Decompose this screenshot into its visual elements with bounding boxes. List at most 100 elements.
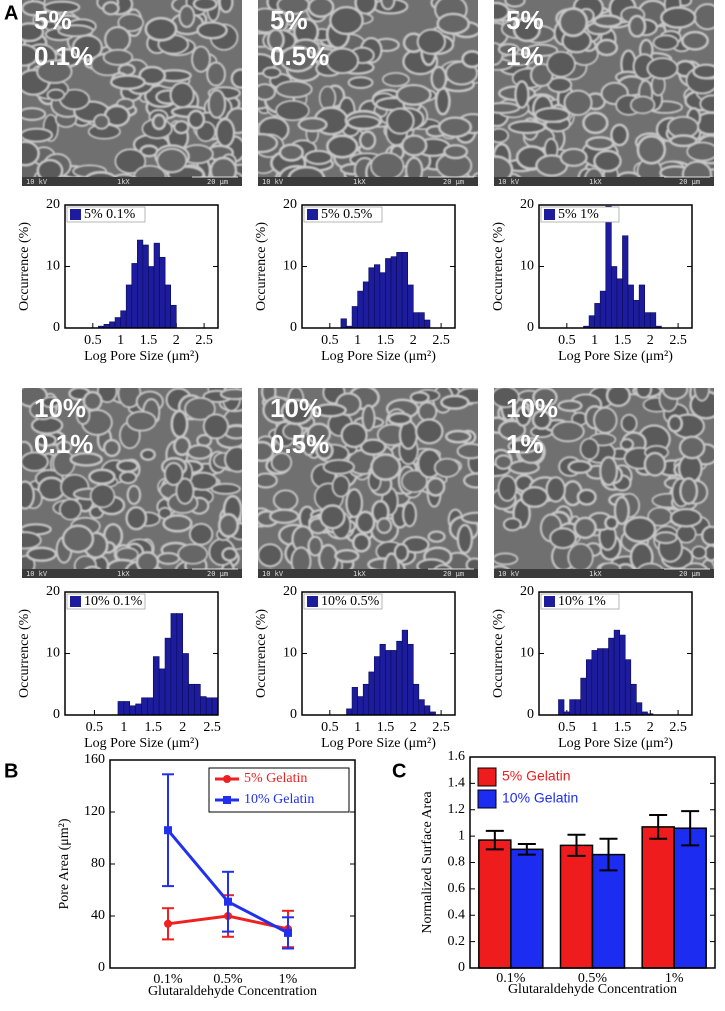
histogram-bar bbox=[200, 696, 207, 716]
sem-cell bbox=[275, 80, 313, 99]
sem-cell bbox=[393, 543, 410, 562]
scale-bar-text: 10 kV bbox=[498, 178, 520, 186]
sem-texture bbox=[22, 0, 242, 186]
bar bbox=[641, 826, 675, 969]
axes-frame bbox=[301, 204, 456, 329]
y-axis-label: Occurrence (%) bbox=[491, 222, 506, 311]
histogram-bar bbox=[424, 319, 431, 329]
x-tick-label: 1.5 bbox=[614, 333, 632, 348]
histogram-bar bbox=[580, 677, 587, 716]
sem-cell bbox=[347, 76, 374, 89]
histogram-bar bbox=[135, 703, 142, 716]
sem-cell bbox=[26, 546, 57, 562]
histogram-bar bbox=[205, 697, 213, 716]
histogram-bar bbox=[357, 290, 364, 329]
histogram-bar bbox=[588, 315, 595, 329]
sem-cell bbox=[693, 3, 714, 31]
x-tick-label: 2 bbox=[410, 333, 417, 348]
x-tick-label: 1% bbox=[279, 972, 298, 987]
histogram-bar bbox=[569, 699, 576, 716]
sem-cell bbox=[355, 510, 376, 535]
x-tick-label: 2 bbox=[173, 333, 180, 348]
sem-cell bbox=[272, 489, 299, 511]
sem-cell bbox=[494, 127, 510, 144]
histogram-bar bbox=[385, 258, 392, 329]
sem-cell bbox=[144, 16, 178, 42]
histogram-bar bbox=[147, 697, 154, 716]
sem-cell bbox=[514, 80, 530, 109]
histogram-bar bbox=[346, 708, 353, 716]
y-axis-label: Normalized Surface Area bbox=[420, 791, 435, 934]
sem-cell bbox=[207, 89, 227, 119]
histogram-bar bbox=[194, 683, 201, 716]
sem-cell bbox=[269, 508, 300, 524]
x-tick-label: 1.5 bbox=[140, 333, 158, 348]
sem-cell bbox=[380, 0, 396, 11]
image-label: 0.1% bbox=[34, 429, 93, 459]
sem-cell bbox=[557, 399, 583, 412]
sem-cells bbox=[22, 0, 242, 186]
x-tick-label: 0.5 bbox=[321, 333, 339, 348]
x-tick-label: 1.5 bbox=[377, 720, 395, 735]
y-tick-label: 0 bbox=[53, 707, 60, 722]
y-tick-label: 1.4 bbox=[448, 776, 466, 791]
histogram-bar bbox=[649, 312, 657, 329]
histogram-bar bbox=[385, 650, 392, 716]
histogram-bar bbox=[351, 687, 358, 716]
sem-cell bbox=[326, 134, 359, 159]
sem-cell bbox=[585, 136, 615, 151]
y-tick-label: 0 bbox=[458, 960, 465, 975]
histogram-bar bbox=[164, 637, 172, 716]
sem-cell bbox=[22, 127, 53, 143]
x-tick-label: 2.5 bbox=[669, 333, 687, 348]
sem-cell bbox=[206, 61, 226, 87]
sem-cell bbox=[402, 501, 417, 528]
sem-cell bbox=[119, 470, 138, 485]
axes-frame bbox=[301, 591, 456, 716]
y-tick-label: 10 bbox=[46, 646, 60, 661]
y-tick-label: 0 bbox=[98, 960, 105, 975]
y-tick-label: 1.2 bbox=[448, 802, 466, 817]
histogram-bar bbox=[597, 648, 604, 716]
legend-box bbox=[66, 593, 146, 610]
scale-bar-text: 10 kV bbox=[262, 178, 284, 186]
histogram-bar bbox=[125, 284, 133, 329]
sem-cell bbox=[215, 118, 236, 148]
sem-cell bbox=[196, 21, 228, 40]
y-tick-label: 0.6 bbox=[448, 881, 466, 896]
sem-image: 10% 0.1% 10 kV 1kX 20 μm bbox=[22, 388, 242, 578]
sem-cell bbox=[494, 1, 510, 22]
sem-cell bbox=[498, 419, 527, 441]
sem-cell bbox=[401, 469, 428, 493]
sem-cell bbox=[531, 409, 552, 430]
image-label: 0.1% bbox=[34, 41, 93, 71]
sem-cell bbox=[512, 17, 541, 43]
sem-cell bbox=[613, 495, 630, 526]
y-axis-label: Occurrence (%) bbox=[17, 222, 32, 311]
sem-cell bbox=[670, 508, 703, 528]
y-tick-label: 0 bbox=[290, 320, 297, 335]
legend-box bbox=[303, 206, 383, 223]
sem-cell bbox=[138, 65, 166, 86]
x-tick-label: 0.1% bbox=[153, 972, 183, 987]
sem-cell bbox=[220, 388, 242, 401]
x-tick-label: 1.5 bbox=[377, 333, 395, 348]
sem-cell bbox=[370, 152, 405, 181]
sem-cell bbox=[188, 522, 214, 546]
x-tick-label: 0.5 bbox=[558, 333, 576, 348]
histogram-bar bbox=[633, 300, 640, 329]
sem-cell bbox=[346, 115, 381, 130]
legend-box bbox=[540, 593, 620, 610]
legend-marker bbox=[223, 796, 231, 804]
sem-cell bbox=[329, 6, 364, 35]
sem-cell bbox=[434, 86, 451, 116]
x-tick-label: 2.5 bbox=[203, 720, 221, 735]
histogram-bar bbox=[401, 252, 409, 329]
sem-cell bbox=[699, 94, 714, 114]
sem-footer bbox=[22, 177, 242, 186]
sem-cell bbox=[416, 28, 446, 55]
sem-cell bbox=[610, 123, 629, 147]
legend-box bbox=[66, 206, 146, 223]
sem-cell bbox=[693, 388, 710, 402]
sem-footer bbox=[494, 569, 714, 578]
